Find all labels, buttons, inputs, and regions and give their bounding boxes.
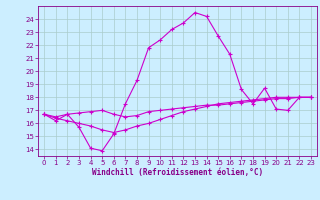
X-axis label: Windchill (Refroidissement éolien,°C): Windchill (Refroidissement éolien,°C) (92, 168, 263, 177)
